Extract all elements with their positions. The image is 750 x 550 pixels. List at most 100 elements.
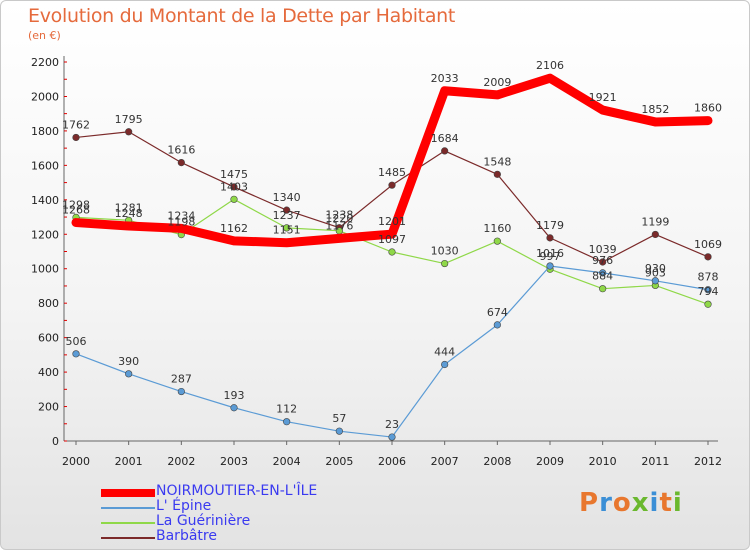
data-point — [651, 277, 659, 285]
y-tick-label: 1400 — [31, 194, 59, 207]
data-point — [125, 223, 132, 230]
x-tick-label: 2003 — [220, 455, 248, 468]
data-point — [652, 118, 659, 125]
data-label: 2106 — [536, 59, 564, 72]
data-label: 2009 — [483, 76, 511, 89]
data-point — [283, 224, 291, 232]
legend-swatch — [101, 507, 155, 509]
data-label: 2033 — [431, 72, 459, 85]
data-point — [547, 75, 553, 82]
data-point — [336, 235, 343, 242]
data-label: 1403 — [220, 180, 248, 193]
data-point — [704, 286, 712, 294]
data-point — [493, 321, 501, 329]
legend-label: La Guérinière — [156, 513, 251, 529]
data-label: 1016 — [536, 247, 564, 260]
x-tick-label: 2007 — [431, 455, 459, 468]
data-point — [230, 195, 238, 203]
legend-swatch — [101, 537, 155, 539]
data-point — [599, 269, 607, 277]
logo-letter: P — [579, 488, 600, 518]
logo-letter: o — [612, 488, 632, 518]
data-point — [231, 237, 237, 244]
data-label: 1199 — [641, 215, 669, 228]
data-point — [546, 234, 554, 242]
data-point — [599, 107, 606, 114]
data-label: 1234 — [167, 209, 195, 222]
data-label: 1475 — [220, 168, 248, 181]
data-label: 1238 — [325, 209, 353, 222]
data-label: 1762 — [62, 118, 90, 131]
y-tick-label: 600 — [38, 332, 59, 345]
data-label: 903 — [645, 266, 666, 279]
data-point — [177, 159, 185, 167]
data-point — [599, 258, 607, 266]
y-tick-label: 1200 — [31, 228, 59, 241]
data-point — [388, 433, 396, 441]
data-label: 976 — [592, 254, 613, 267]
data-point — [177, 387, 185, 396]
data-label: 1160 — [483, 222, 511, 235]
data-point — [546, 262, 554, 270]
x-tick-label: 2002 — [167, 455, 195, 468]
x-tick-label: 2010 — [589, 455, 617, 468]
x-tick-label: 2009 — [536, 455, 564, 468]
logo-letter: i — [649, 488, 660, 518]
chart-title: Evolution du Montant de la Dette par Hab… — [28, 5, 456, 27]
x-tick-label: 2011 — [641, 455, 669, 468]
logo-letter: r — [599, 488, 613, 518]
data-label: 930 — [645, 262, 666, 275]
x-tick-label: 2005 — [325, 455, 353, 468]
data-point — [178, 225, 185, 232]
data-point — [493, 170, 501, 178]
data-label: 57 — [332, 412, 346, 425]
y-tick-label: 200 — [38, 401, 59, 414]
series-line — [75, 265, 709, 438]
x-tick-label: 2012 — [694, 455, 722, 468]
y-tick-label: 2200 — [31, 56, 59, 69]
data-label: 1340 — [273, 191, 301, 204]
logo-letter: i — [672, 488, 683, 518]
data-point — [651, 230, 659, 239]
y-tick-label: 0 — [52, 435, 59, 448]
data-label: 878 — [698, 271, 719, 284]
y-tick-label: 2000 — [31, 90, 59, 103]
data-label: 1548 — [483, 155, 511, 168]
data-label: 1162 — [220, 222, 248, 235]
y-tick-label: 1600 — [31, 159, 59, 172]
x-tick-label: 2000 — [62, 455, 90, 468]
data-point — [705, 117, 711, 124]
data-point — [283, 239, 290, 246]
data-label: 1248 — [115, 207, 143, 220]
data-label: 1616 — [167, 144, 195, 157]
legend-swatch — [101, 489, 155, 497]
data-point — [230, 183, 238, 191]
x-tick-label: 2006 — [378, 455, 406, 468]
data-label: 1151 — [273, 224, 301, 237]
data-point — [72, 350, 80, 358]
data-point — [125, 370, 133, 378]
data-point — [388, 181, 396, 189]
y-tick-label: 800 — [38, 297, 59, 310]
data-point — [599, 285, 607, 293]
data-point — [704, 253, 712, 261]
data-label: 1684 — [431, 132, 459, 145]
data-label: 1795 — [115, 113, 143, 126]
data-label: 444 — [434, 346, 455, 359]
y-tick-label: 1800 — [31, 125, 59, 138]
data-label: 287 — [171, 373, 192, 386]
data-point — [283, 206, 291, 214]
data-point — [441, 87, 448, 94]
data-label: 1860 — [694, 102, 722, 115]
data-label: 674 — [487, 306, 508, 319]
legend-label: L' Épine — [156, 498, 212, 514]
data-label: 193 — [224, 389, 245, 402]
data-label: 997 — [540, 250, 561, 263]
data-label: 1237 — [273, 209, 301, 222]
data-label: 23 — [385, 418, 399, 431]
legend-label: Barbâtre — [156, 528, 217, 544]
chart-unit-label: (en €) — [28, 29, 61, 42]
data-label: 1030 — [431, 245, 459, 258]
